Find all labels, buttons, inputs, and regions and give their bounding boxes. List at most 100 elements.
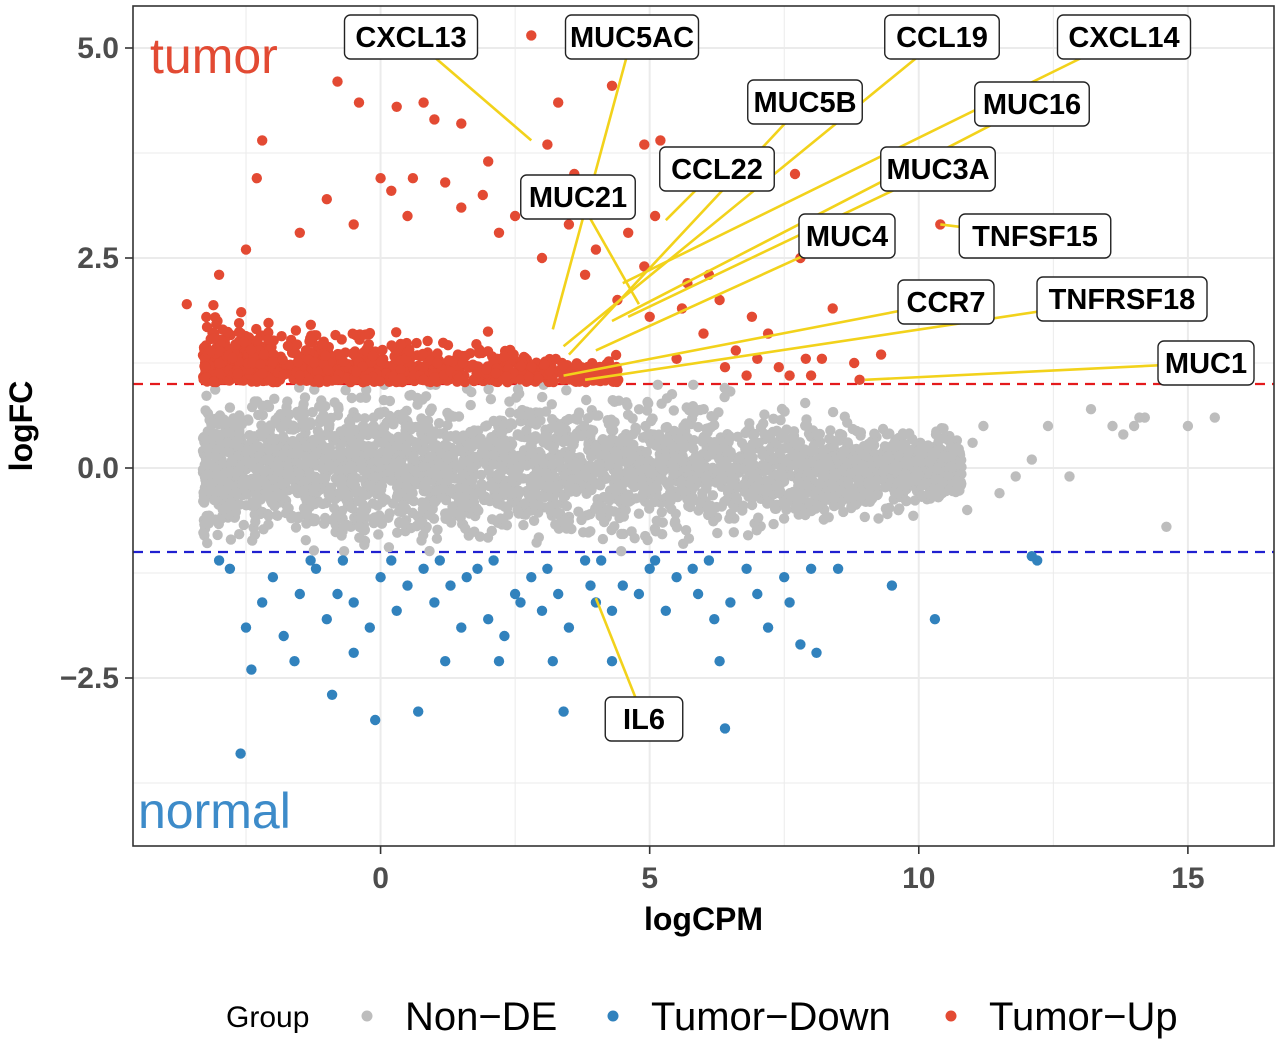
tumor-up-point xyxy=(483,156,494,167)
non-de-point xyxy=(759,485,770,496)
tumor-down-point xyxy=(461,572,472,583)
non-de-point xyxy=(702,500,713,512)
non-de-point xyxy=(249,529,261,540)
gene-label-cxcl14: CXCL14 xyxy=(1056,14,1192,60)
non-de-point xyxy=(860,451,871,462)
non-de-point xyxy=(725,508,737,519)
tumor-up-point xyxy=(208,333,219,344)
label-leader-line xyxy=(611,102,1033,323)
non-de-point xyxy=(398,408,409,419)
non-de-point xyxy=(622,465,634,476)
tumor-up-point xyxy=(294,227,305,238)
tumor-down-point xyxy=(703,555,715,566)
tumor-up-point xyxy=(321,194,332,205)
tumor-up-point xyxy=(456,118,467,129)
non-de-point xyxy=(262,423,273,434)
non-de-point xyxy=(994,488,1005,499)
non-de-point xyxy=(599,516,610,528)
non-de-point xyxy=(454,444,465,456)
non-de-point xyxy=(483,384,494,395)
non-de-point xyxy=(584,460,596,471)
non-de-point xyxy=(953,443,964,455)
tumor-up-point xyxy=(234,327,245,338)
non-de-point xyxy=(281,460,293,472)
non-de-point xyxy=(286,448,297,459)
non-de-point xyxy=(547,459,558,470)
tumor-up-point xyxy=(457,357,468,369)
normal-annotation: normal xyxy=(138,783,291,839)
non-de-point xyxy=(410,465,421,476)
label-box xyxy=(1056,14,1192,60)
non-de-point xyxy=(802,468,813,479)
non-de-point xyxy=(1107,420,1118,432)
non-de-point xyxy=(629,481,640,493)
non-de-point xyxy=(677,485,688,497)
tumor-up-point xyxy=(263,317,274,329)
tumor-up-point xyxy=(526,30,537,41)
non-de-point xyxy=(683,533,695,544)
tumor-down-point xyxy=(660,605,671,616)
tumor-up-point xyxy=(418,374,429,386)
non-de-point xyxy=(202,537,213,549)
non-de-point xyxy=(210,428,221,439)
non-de-point xyxy=(488,449,499,460)
tumor-up-point xyxy=(746,311,758,322)
non-de-point xyxy=(663,499,675,510)
non-de-point xyxy=(774,487,785,498)
non-de-point xyxy=(864,496,876,507)
legend-title: Group xyxy=(226,1001,309,1034)
non-de-point xyxy=(600,450,612,462)
non-de-point xyxy=(916,440,927,451)
x-tick-label: 5 xyxy=(641,862,658,895)
tumor-down-point xyxy=(725,597,736,608)
non-de-point xyxy=(1128,420,1140,432)
tumor-down-point xyxy=(499,630,510,642)
non-de-point xyxy=(238,519,249,531)
non-de-point xyxy=(641,446,652,458)
tumor-down-point xyxy=(402,580,413,591)
non-de-point xyxy=(546,399,557,410)
non-de-point xyxy=(749,470,760,482)
non-de-point xyxy=(465,399,476,411)
non-de-point xyxy=(329,503,340,514)
non-de-point xyxy=(308,545,320,556)
legend: Group Non−DE Tumor−Down Tumor−Up xyxy=(226,995,1178,1039)
tumor-down-point xyxy=(596,555,607,566)
tumor-up-point xyxy=(533,373,544,384)
tumor-up-point xyxy=(313,374,324,385)
non-de-point xyxy=(200,442,212,453)
non-de-point xyxy=(819,467,830,478)
non-de-point xyxy=(913,469,925,481)
tumor-up-point xyxy=(290,325,302,336)
tumor-up-point xyxy=(263,334,274,345)
non-de-point xyxy=(884,428,895,439)
non-de-point xyxy=(466,462,478,473)
non-de-point xyxy=(277,432,288,443)
non-de-point xyxy=(262,485,273,497)
tumor-up-point xyxy=(563,219,575,230)
non-de-point xyxy=(593,479,604,490)
tumor-up-point xyxy=(251,323,262,335)
legend-swatch xyxy=(361,1010,373,1022)
tumor-up-point xyxy=(465,348,476,359)
tumor-up-point xyxy=(363,329,375,340)
non-de-point xyxy=(499,487,511,498)
label-leader-line xyxy=(622,35,1125,285)
non-de-point xyxy=(893,488,904,499)
non-de-point xyxy=(513,486,524,498)
tumor-down-point xyxy=(246,664,257,675)
tumor-up-point xyxy=(482,346,494,357)
non-de-point xyxy=(401,443,412,454)
non-de-point xyxy=(488,459,499,470)
non-de-point xyxy=(335,426,346,437)
non-de-point xyxy=(424,545,435,557)
non-de-point xyxy=(705,422,716,433)
non-de-point xyxy=(657,517,668,528)
non-de-point xyxy=(684,494,695,505)
non-de-point xyxy=(693,505,704,516)
non-de-point xyxy=(722,484,733,495)
tumor-down-point xyxy=(606,605,618,616)
non-de-point xyxy=(430,467,441,478)
tumor-down-point xyxy=(257,597,268,608)
tumor-down-point xyxy=(536,605,548,616)
